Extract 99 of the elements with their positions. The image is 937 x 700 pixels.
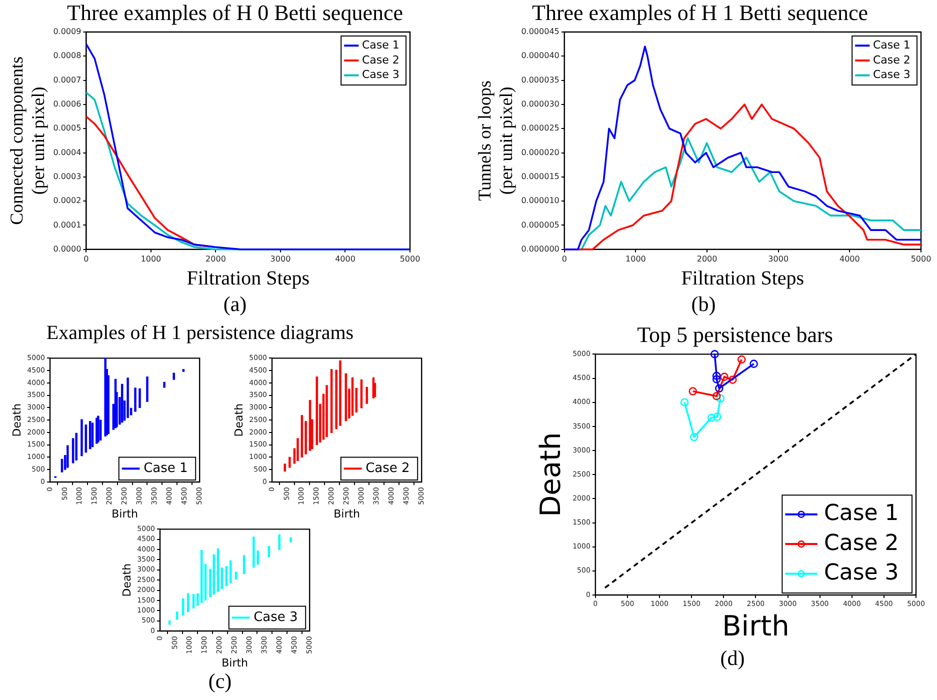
y-tick-label: 0.0008 — [53, 51, 82, 60]
point — [737, 355, 746, 364]
legend-label: Case 1 — [144, 460, 188, 476]
y-tick-label: 0.000035 — [521, 75, 560, 84]
bar — [134, 388, 136, 412]
bar — [284, 464, 286, 472]
legend-label: Case 1 — [824, 501, 899, 526]
x-tick-label: 0 — [562, 254, 567, 264]
y-tick-label: 0.000010 — [521, 196, 560, 206]
legend-label: Case 3 — [254, 610, 298, 625]
legend-label: Case 3 — [824, 560, 899, 586]
bar — [366, 386, 368, 404]
y-axis-title: Connected components (per unit pixel) — [6, 56, 48, 225]
y-tick-label: 0.000020 — [521, 148, 560, 157]
y-tick-label: 0.0007 — [53, 75, 82, 84]
x-axis-title: Filtration Steps — [681, 267, 804, 290]
x-tick-label: 1000 — [626, 254, 646, 264]
y-tick-label: 0.0001 — [53, 220, 82, 230]
bar — [138, 388, 141, 408]
y-tick-label: 0.0006 — [53, 100, 82, 109]
x-axis-title: Filtration Steps — [186, 267, 310, 290]
y-tick-label: 0.0009 — [53, 27, 82, 36]
x-axis-title: Birth — [112, 507, 138, 520]
y-tick-label: 0.0004 — [53, 148, 82, 157]
legend-label: Case 3 — [872, 68, 910, 82]
bar — [252, 536, 255, 568]
x-tick-label: 0 — [84, 254, 89, 264]
point — [728, 376, 737, 384]
y-tick-label: 0.000000 — [521, 244, 560, 254]
y-axis-title: Death — [120, 563, 134, 597]
legend-label: Case 1 — [872, 38, 910, 52]
point — [680, 398, 689, 407]
legend-label: Case 2 — [824, 530, 899, 556]
point — [713, 412, 722, 421]
x-axis-title: Birth — [334, 507, 360, 520]
x-tick-label: 5000 — [400, 254, 420, 264]
bar — [290, 537, 292, 542]
x-tick-label: 4000 — [839, 254, 860, 264]
x-axis-title: Birth — [222, 656, 248, 670]
bar — [187, 593, 190, 612]
bar — [126, 378, 129, 418]
text: (c) — [208, 669, 232, 694]
legend-label: Case 2 — [362, 53, 400, 66]
y-tick-label: 0.000030 — [521, 100, 560, 109]
x-tick-label: 3000 — [768, 254, 789, 264]
y-tick-label: 0.000045 — [521, 27, 560, 36]
bar — [66, 445, 69, 468]
bar — [288, 456, 291, 468]
text: (a) — [223, 292, 247, 317]
bar — [146, 376, 148, 402]
chart-title: Three examples of H 0 Betti sequence — [67, 0, 403, 26]
x-tick-label: 2000 — [206, 254, 226, 264]
x-tick-label: 3000 — [270, 254, 291, 264]
y-tick-label: 0.0002 — [53, 196, 82, 206]
text: (b) — [691, 292, 716, 317]
legend-label: Case 3 — [362, 68, 400, 82]
y-tick-label: 0.0000 — [53, 244, 82, 254]
y-axis-title: Death — [232, 403, 246, 437]
x-tick-label: 2000 — [696, 254, 718, 264]
point — [712, 372, 721, 380]
y-tick-label: 0.000025 — [521, 124, 560, 133]
point — [712, 375, 721, 384]
bar — [172, 372, 175, 380]
bar — [296, 438, 299, 462]
legend-label: Case 2 — [872, 53, 910, 66]
y-tick-label: 0.000040 — [521, 51, 560, 60]
point — [712, 392, 721, 400]
y-tick-label: 0.000005 — [521, 220, 560, 230]
bar — [182, 369, 185, 372]
chart-title: Three examples of H 1 Betti sequence — [532, 0, 868, 26]
bar — [212, 554, 215, 595]
point — [707, 414, 716, 422]
chart-title: Examples of H 1 persistence diagrams — [46, 322, 354, 345]
legend-label: Case 1 — [362, 38, 400, 52]
y-axis-title: Death — [534, 432, 568, 517]
point — [688, 387, 698, 396]
bar — [75, 432, 78, 461]
bar — [339, 360, 342, 426]
point — [720, 372, 728, 381]
point — [690, 432, 698, 442]
bar — [168, 620, 171, 625]
y-axis-title: Tunnels or loops (per unit pixel) — [474, 80, 516, 201]
point — [750, 360, 758, 368]
chart-title: Top 5 persistence bars — [637, 322, 833, 348]
bar — [163, 382, 166, 388]
bar — [80, 419, 83, 456]
x-tick-label: 5000 — [910, 254, 932, 264]
point — [715, 384, 724, 393]
legend-label: Case 2 — [366, 460, 410, 476]
point — [710, 350, 719, 358]
point — [716, 394, 725, 403]
y-axis-title: Death — [10, 403, 24, 437]
x-tick-label: 4000 — [335, 254, 356, 264]
y-tick-label: 0.000015 — [521, 172, 560, 182]
bar — [326, 385, 328, 438]
y-tick-label: 0.0003 — [53, 172, 82, 182]
y-tick-label: 0.0005 — [53, 124, 82, 133]
x-axis-title: Birth — [722, 609, 790, 642]
text: (d) — [720, 646, 745, 671]
